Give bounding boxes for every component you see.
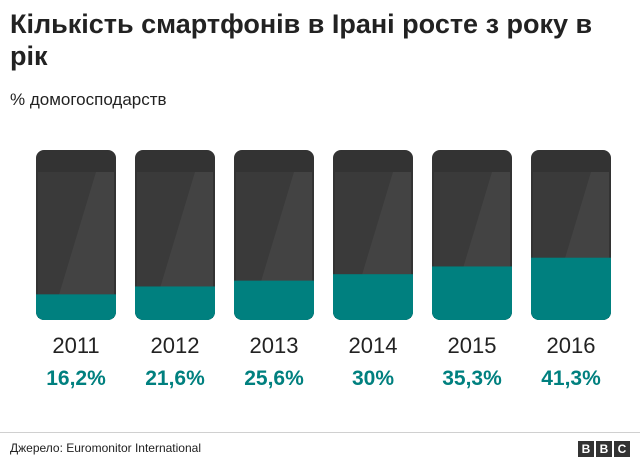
phone-bar-chart: 2011 16,2% 2012 21,6% 2013 25,6% 2014 30% 2015 35… [36,150,611,390]
year-label-2013: 2013 [250,333,299,358]
footer-divider [0,432,640,433]
year-label-2011: 2011 [52,333,99,358]
phone-bar-2015 [432,150,512,320]
value-label-2011: 16,2% [46,367,106,390]
value-label-2013: 25,6% [244,367,304,390]
value-label-2015: 35,3% [442,367,502,390]
phone-bar-2013 [234,150,314,320]
value-label-2016: 41,3% [541,367,601,390]
year-label-2014: 2014 [349,333,398,358]
phone-fill-2015 [432,266,512,320]
phone-fill-2016 [531,257,611,320]
phone-fill-2011 [36,294,116,320]
phone-fill-2014 [333,274,413,320]
phone-glare [151,172,213,318]
value-label-2014: 30% [352,367,394,390]
phone-glare [52,172,114,318]
bbc-logo-letter-b1: B [578,441,594,457]
year-label-2016: 2016 [547,333,596,358]
phone-bar-2011 [36,150,116,320]
phone-bar-2012 [135,150,215,320]
value-label-2012: 21,6% [145,367,205,390]
bbc-logo: B B C [578,441,630,457]
phone-fill-2012 [135,286,215,320]
chart-title: Кількість смартфонів в Ірані росте з рок… [10,9,593,71]
phone-bar-2014 [333,150,413,320]
chart-subtitle: % домогосподарств [10,90,167,109]
source-note: Джерело: Euromonitor International [10,441,201,455]
phone-bar-2016 [531,150,611,320]
bbc-logo-letter-c: C [614,441,630,457]
phone-fill-2013 [234,280,314,320]
year-label-2015: 2015 [448,333,497,358]
bbc-logo-letter-b2: B [596,441,612,457]
year-label-2012: 2012 [151,333,200,358]
